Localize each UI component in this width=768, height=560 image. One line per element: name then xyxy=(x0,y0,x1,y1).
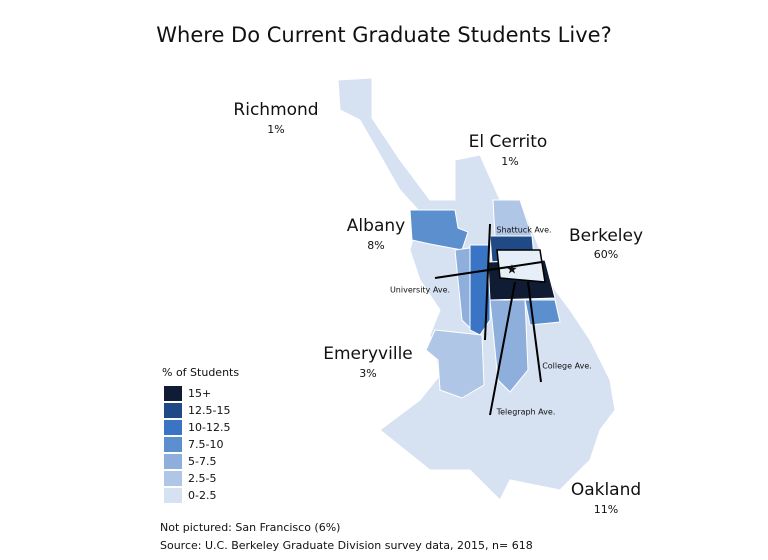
note: Source: U.C. Berkeley Graduate Division … xyxy=(160,539,533,552)
region xyxy=(409,209,469,251)
legend-label: 15+ xyxy=(188,387,211,400)
region-share: 3% xyxy=(359,367,376,380)
legend-label: 2.5-5 xyxy=(188,472,216,485)
street-name: University Ave. xyxy=(390,286,450,295)
region xyxy=(425,329,485,399)
street-line xyxy=(484,223,491,341)
region-name: Albany xyxy=(347,216,405,236)
region-share: 1% xyxy=(267,123,284,136)
streets: ★ xyxy=(434,223,543,416)
legend-swatch xyxy=(164,488,182,503)
note: Not pictured: San Francisco (6%) xyxy=(160,521,340,534)
regions xyxy=(337,77,616,501)
region-name: Oakland xyxy=(571,480,641,500)
legend-label: 5-7.5 xyxy=(188,455,216,468)
region-share: 8% xyxy=(367,239,384,252)
legend-label: 12.5-15 xyxy=(188,404,230,417)
region-share: 60% xyxy=(594,248,618,261)
legend-title: % of Students xyxy=(162,366,239,379)
street-line xyxy=(489,281,516,416)
region-share: 11% xyxy=(594,503,618,516)
region-name: Richmond xyxy=(233,100,318,120)
star: ★ xyxy=(506,263,518,278)
legend-label: 7.5-10 xyxy=(188,438,223,451)
region-name: El Cerrito xyxy=(469,132,548,152)
legend-swatch xyxy=(164,471,182,486)
street-name: College Ave. xyxy=(542,362,592,371)
region-name: Berkeley xyxy=(569,226,643,246)
legend: % of Students 15+ 12.5-15 10-12.5 7.5-10 5-7… xyxy=(162,366,239,503)
street-name: Shattuck Ave. xyxy=(496,226,551,235)
street-line xyxy=(527,281,542,383)
legend-swatch xyxy=(164,420,182,435)
labels: Richmond 1% El Cerrito 1% Albany 8% Berk… xyxy=(233,100,643,516)
region-name: Emeryville xyxy=(323,344,413,364)
legend-swatch xyxy=(164,403,182,418)
legend-swatch xyxy=(164,454,182,469)
legend-label: 10-12.5 xyxy=(188,421,230,434)
legend-swatch xyxy=(164,437,182,452)
legend-label: 0-2.5 xyxy=(188,489,216,502)
title: Where Do Current Graduate Students Live? xyxy=(156,23,611,47)
region-share: 1% xyxy=(501,155,518,168)
street-name: Telegraph Ave. xyxy=(496,408,556,417)
legend-swatch xyxy=(164,386,182,401)
